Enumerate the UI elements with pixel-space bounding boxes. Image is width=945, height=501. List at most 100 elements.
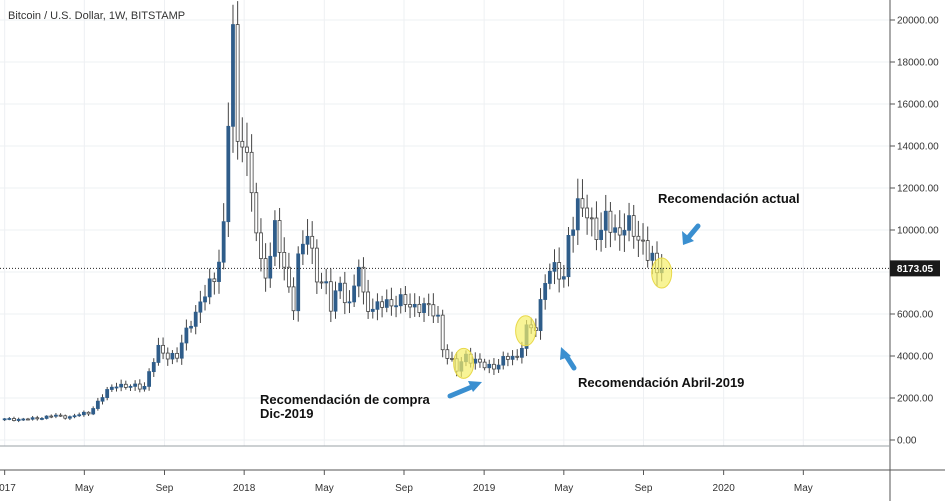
candle	[151, 358, 156, 377]
candle	[538, 288, 543, 340]
annotation-dec-line2: Dic-2019	[260, 406, 313, 421]
candle	[328, 268, 333, 323]
candle-body	[86, 411, 91, 415]
candle	[123, 380, 128, 390]
candle	[165, 347, 170, 366]
candle	[487, 359, 492, 374]
candle	[67, 415, 72, 421]
candle	[235, 1, 240, 160]
candle-body	[291, 286, 296, 312]
candle	[114, 382, 119, 392]
candle-body	[594, 217, 599, 240]
candle	[156, 337, 161, 366]
x-tick-label: May	[794, 483, 813, 494]
candle-body	[422, 303, 426, 313]
candle	[645, 226, 650, 268]
candle	[128, 384, 133, 392]
x-tick-label: 2020	[713, 483, 736, 494]
candle-body	[300, 243, 305, 255]
candle	[249, 134, 254, 212]
candle-body	[445, 349, 450, 359]
candle	[356, 259, 361, 298]
candle	[7, 417, 12, 421]
arrow-icon-april	[560, 347, 577, 371]
candle	[91, 406, 96, 416]
candle-body	[403, 294, 408, 305]
candle-body	[287, 266, 291, 288]
candle	[580, 179, 585, 217]
candle-body	[538, 299, 543, 331]
candle	[403, 286, 408, 313]
candle-body	[436, 314, 440, 317]
candle-body	[198, 301, 203, 313]
candle	[338, 276, 343, 299]
candle-body	[384, 299, 389, 308]
candle	[137, 379, 142, 393]
candle-body	[259, 232, 263, 259]
candle-body	[478, 358, 482, 363]
candle	[16, 417, 21, 423]
candle-body	[310, 235, 315, 249]
candle-body	[333, 290, 338, 312]
candle-body	[394, 305, 398, 308]
candle-body	[547, 270, 552, 284]
current-price-box	[890, 260, 940, 277]
candle-body	[147, 371, 152, 387]
candle	[142, 382, 147, 392]
candle	[384, 289, 389, 313]
y-tick-label: 20000.00	[897, 16, 939, 27]
candle-body	[35, 417, 40, 420]
candle	[589, 207, 594, 237]
candle-body	[319, 281, 324, 284]
candle	[203, 284, 207, 311]
candle-body	[380, 301, 384, 308]
candle-body	[571, 229, 576, 236]
candle-body	[631, 215, 636, 237]
highlights	[453, 257, 673, 379]
candle	[54, 413, 58, 419]
candle	[426, 293, 431, 317]
candle-body	[277, 220, 282, 253]
x-tick-label: May	[315, 483, 334, 494]
candle	[496, 359, 501, 373]
candle-body	[249, 151, 254, 194]
candle	[287, 252, 291, 293]
candle-body	[77, 414, 82, 417]
x-tick-label: 2017	[0, 483, 16, 494]
candle	[30, 415, 35, 421]
candle	[305, 219, 310, 255]
candle-body	[482, 361, 487, 369]
candle-body	[175, 352, 179, 359]
candle	[398, 288, 403, 314]
y-tick-label: 0.00	[897, 436, 917, 447]
x-tick-label: 2019	[473, 483, 496, 494]
candle	[375, 293, 380, 321]
candle-body	[30, 417, 35, 420]
candle	[72, 413, 77, 419]
candle-body	[501, 356, 506, 366]
x-tick-label: Sep	[156, 483, 174, 494]
candle	[63, 414, 68, 420]
candle	[277, 207, 282, 268]
x-tick-label: 2018	[233, 483, 256, 494]
candle	[599, 212, 603, 252]
candle	[366, 279, 371, 319]
candle-body	[356, 266, 361, 287]
candle	[314, 239, 319, 294]
candle	[49, 414, 54, 419]
candle	[450, 351, 454, 362]
candle-body	[645, 240, 650, 261]
candle	[412, 293, 417, 317]
candle-body	[641, 239, 645, 242]
candle	[133, 380, 138, 391]
candle	[259, 218, 263, 272]
candle	[515, 349, 520, 361]
candle	[585, 194, 590, 235]
candle-body	[557, 262, 562, 280]
candle-body	[589, 217, 594, 220]
candle-body	[328, 281, 333, 312]
candle	[179, 334, 184, 365]
candle	[389, 287, 394, 316]
candle-body	[161, 344, 165, 354]
